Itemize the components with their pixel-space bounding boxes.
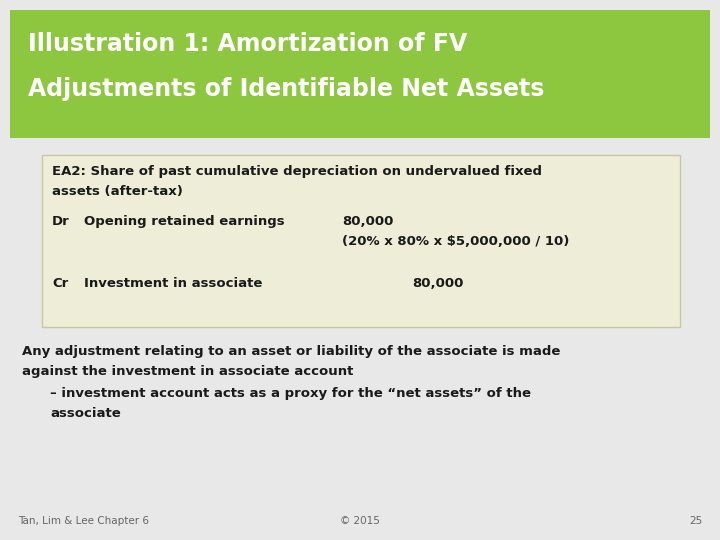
Text: against the investment in associate account: against the investment in associate acco… (22, 365, 354, 378)
Text: © 2015: © 2015 (340, 516, 380, 526)
Text: Cr: Cr (52, 277, 68, 290)
Text: Investment in associate: Investment in associate (84, 277, 262, 290)
Text: 25: 25 (689, 516, 702, 526)
Text: (20% x 80% x $5,000,000 / 10): (20% x 80% x $5,000,000 / 10) (342, 235, 570, 248)
Text: 80,000: 80,000 (342, 215, 393, 228)
Text: Any adjustment relating to an asset or liability of the associate is made: Any adjustment relating to an asset or l… (22, 345, 560, 358)
Text: associate: associate (50, 407, 121, 420)
Text: EA2: Share of past cumulative depreciation on undervalued fixed: EA2: Share of past cumulative depreciati… (52, 165, 542, 178)
Text: assets (after-tax): assets (after-tax) (52, 185, 183, 198)
Text: Adjustments of Identifiable Net Assets: Adjustments of Identifiable Net Assets (28, 77, 544, 101)
Bar (42, 155, 680, 327)
Text: Opening retained earnings: Opening retained earnings (84, 215, 284, 228)
Text: Tan, Lim & Lee Chapter 6: Tan, Lim & Lee Chapter 6 (18, 516, 149, 526)
Text: – investment account acts as a proxy for the “net assets” of the: – investment account acts as a proxy for… (50, 387, 531, 400)
Bar (10, 10, 710, 138)
Text: 80,000: 80,000 (412, 277, 464, 290)
Text: Dr: Dr (52, 215, 70, 228)
Text: Illustration 1: Amortization of FV: Illustration 1: Amortization of FV (28, 32, 467, 56)
